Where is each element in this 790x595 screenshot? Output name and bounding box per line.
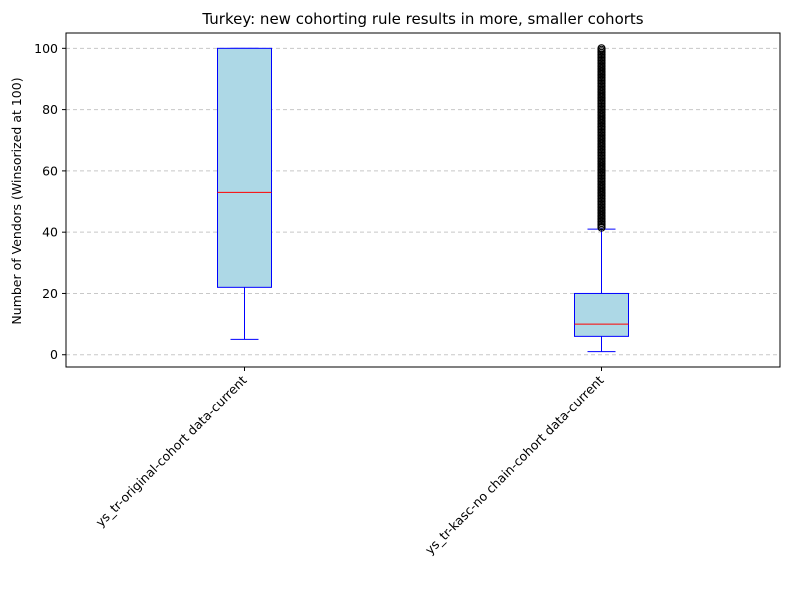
plot-frame <box>65 32 781 368</box>
y-axis-label: Number of Vendors (Winsorized at 100) <box>9 77 24 324</box>
y-tick-label: 40 <box>42 225 58 240</box>
grid-lines <box>66 47 780 356</box>
boxes <box>217 44 629 353</box>
outlier-point <box>597 44 606 53</box>
y-tick-label: 20 <box>42 286 58 301</box>
y-tick-label: 80 <box>42 102 58 117</box>
chart-title: Turkey: new cohorting rule results in mo… <box>201 10 643 28</box>
box-iqr <box>574 292 629 337</box>
y-tick-label: 0 <box>50 347 58 362</box>
y-tick-label: 100 <box>34 41 58 56</box>
box-iqr <box>217 47 272 288</box>
y-tick-label: 60 <box>42 163 58 178</box>
